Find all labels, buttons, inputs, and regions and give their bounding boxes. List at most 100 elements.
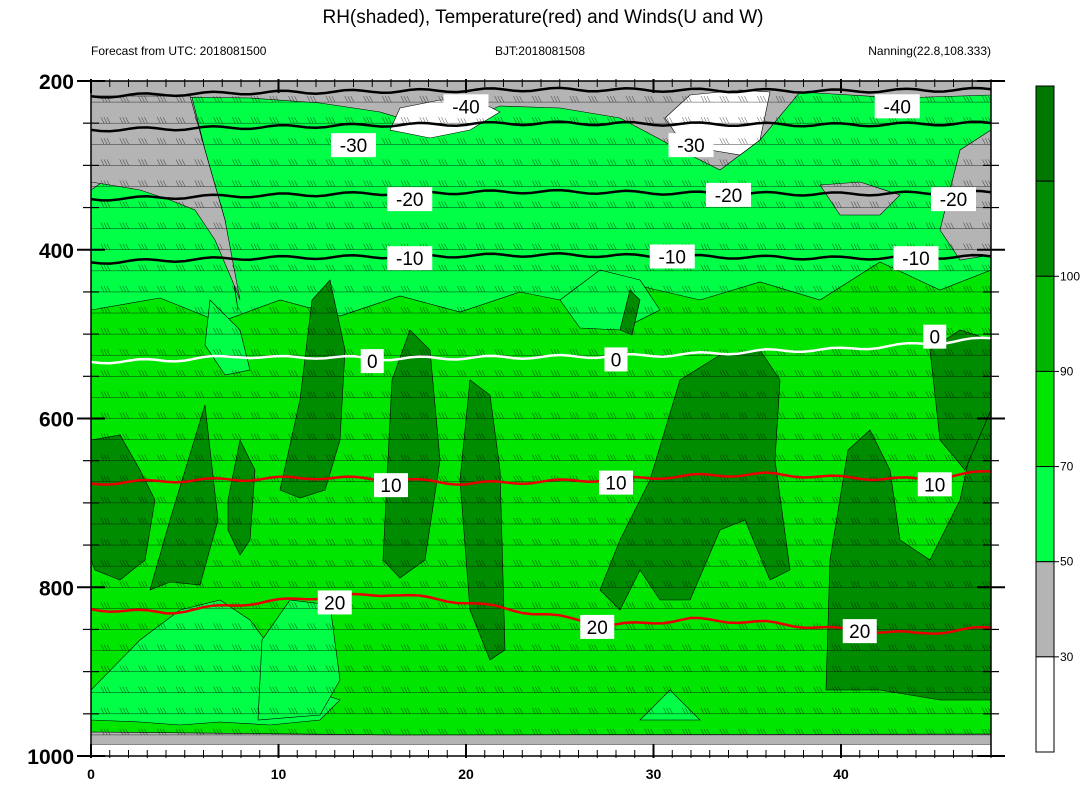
wind-barb xyxy=(460,560,464,567)
wind-barb xyxy=(741,728,745,736)
wind-barb xyxy=(272,454,276,461)
rh-region-moist-low-4 xyxy=(639,689,701,721)
wind-barb xyxy=(813,538,817,546)
wind-barb xyxy=(122,602,126,609)
wind-barb xyxy=(288,496,292,503)
wind-barb xyxy=(250,644,255,651)
wind-barb xyxy=(513,496,517,503)
wind-barb xyxy=(569,686,573,693)
wind-barb xyxy=(385,686,389,693)
wind-barb xyxy=(519,201,523,208)
wind-barb xyxy=(688,623,692,630)
wind-barb xyxy=(422,349,426,356)
wind-barb xyxy=(594,201,598,208)
wind-barb xyxy=(347,433,351,440)
wind-barb xyxy=(569,454,573,461)
wind-barb xyxy=(516,707,520,714)
wind-barb xyxy=(928,728,933,736)
wind-barb xyxy=(269,454,273,461)
wind-barb xyxy=(775,538,780,546)
wind-barb xyxy=(706,560,711,567)
wind-barb xyxy=(200,306,204,314)
wind-barb xyxy=(388,728,392,736)
wind-barb xyxy=(532,370,536,377)
wind-barb xyxy=(160,285,164,293)
wind-barb xyxy=(703,328,708,335)
wind-barb xyxy=(963,454,967,461)
wind-barb xyxy=(403,707,408,714)
wind-barb xyxy=(760,243,764,250)
wind-barb xyxy=(610,538,614,546)
wind-barb xyxy=(910,285,914,293)
wind-barb xyxy=(532,285,536,293)
wind-barb xyxy=(819,517,823,525)
wind-barb xyxy=(757,95,761,103)
wind-barb xyxy=(741,285,745,293)
wind-barb xyxy=(481,328,486,335)
wind-barb xyxy=(591,517,595,525)
wind-barb xyxy=(781,370,786,377)
wind-barb xyxy=(181,201,186,208)
wind-barb xyxy=(441,201,445,208)
wind-barb xyxy=(738,370,742,377)
wind-barb xyxy=(575,707,579,714)
wind-barb xyxy=(607,328,611,335)
wind-barb xyxy=(610,560,614,567)
wind-barb xyxy=(722,370,726,377)
wind-barb xyxy=(382,159,386,166)
wind-barb xyxy=(838,538,842,546)
wind-barb xyxy=(438,454,442,461)
wind-barb xyxy=(385,665,389,672)
wind-barb xyxy=(913,349,917,356)
wind-barb xyxy=(875,222,879,229)
wind-barb xyxy=(500,623,504,630)
wind-barb xyxy=(328,412,333,419)
wind-barb xyxy=(369,306,373,314)
wind-barb xyxy=(663,306,667,314)
wind-barb xyxy=(647,306,651,314)
wind-barb xyxy=(738,433,742,440)
wind-barb xyxy=(610,243,614,250)
wind-barb xyxy=(441,581,445,588)
wind-barb xyxy=(366,728,370,736)
wind-barb xyxy=(516,686,520,693)
wind-barb xyxy=(706,665,711,672)
wind-barb xyxy=(419,222,423,229)
wind-barb xyxy=(556,496,561,503)
wind-barb xyxy=(797,454,801,461)
wind-barb xyxy=(250,328,255,335)
wind-barb xyxy=(763,222,767,229)
wind-barb xyxy=(419,728,423,736)
wind-barb xyxy=(441,517,445,525)
wind-barb xyxy=(313,349,317,356)
wind-barb xyxy=(213,201,217,208)
wind-barb xyxy=(725,243,729,250)
wind-barb xyxy=(307,95,311,103)
wind-barb xyxy=(463,243,467,250)
wind-barb xyxy=(366,644,370,651)
wind-barb xyxy=(253,95,258,103)
wind-barb xyxy=(800,644,804,651)
wind-barb xyxy=(422,623,426,630)
wind-barb xyxy=(294,707,298,714)
wind-barb xyxy=(175,454,180,461)
wind-barb xyxy=(216,433,220,440)
wind-barb xyxy=(494,454,498,461)
wind-barb xyxy=(366,686,370,693)
wind-barb xyxy=(594,306,598,314)
wind-barb xyxy=(888,644,892,651)
wind-barb xyxy=(463,264,467,271)
wind-barb xyxy=(685,454,689,461)
wind-barb xyxy=(744,707,748,714)
wind-barb xyxy=(163,686,167,693)
wind-barb xyxy=(794,117,798,124)
wind-barb xyxy=(144,454,148,461)
wind-barb xyxy=(663,117,667,124)
wind-barb xyxy=(178,517,183,525)
wind-barb xyxy=(875,496,879,503)
wind-barb xyxy=(325,138,330,145)
wind-barb xyxy=(235,707,239,714)
wind-barb xyxy=(213,370,217,377)
wind-barb xyxy=(163,328,167,335)
wind-barb xyxy=(685,560,689,567)
